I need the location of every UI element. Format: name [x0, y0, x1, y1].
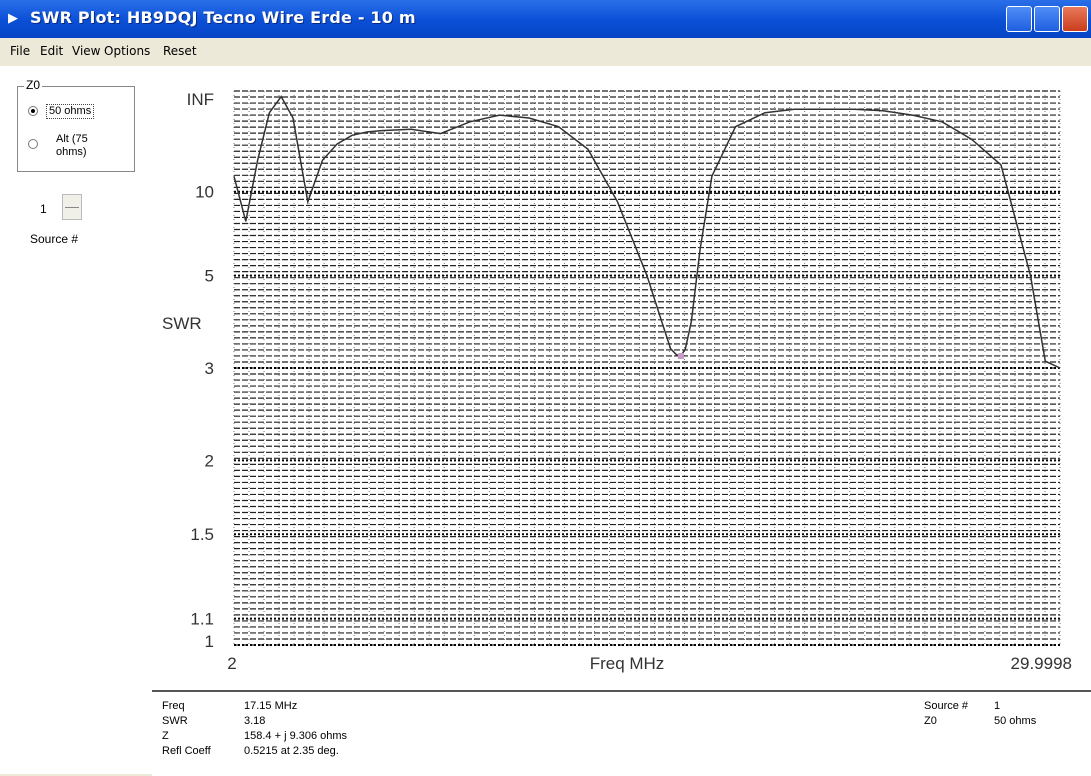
x-tick-label: 2 — [227, 654, 236, 673]
x-axis-label: Freq MHz — [590, 654, 665, 673]
title-bar: ▶ SWR Plot: HB9DQJ Tecno Wire Erde - 10 … — [0, 0, 1091, 38]
readout-panel: Freq 17.15 MHz SWR 3.18 Z 158.4 + j 9.30… — [152, 690, 1091, 776]
y-axis-label: SWR — [162, 314, 202, 333]
z-label: Z — [162, 730, 169, 742]
close-button[interactable] — [1062, 6, 1088, 32]
y-tick-label: 3 — [205, 359, 214, 378]
z0-50-label[interactable]: 50 ohms — [46, 104, 95, 119]
menu-edit[interactable]: Edit — [40, 44, 64, 58]
window-title: SWR Plot: HB9DQJ Tecno Wire Erde - 10 m — [30, 8, 416, 27]
swr-curve — [233, 95, 1061, 369]
y-tick-label: 2 — [205, 451, 214, 470]
z0-readout-value: 50 ohms — [994, 715, 1037, 727]
source-number: 1 — [40, 202, 47, 216]
z0-readout-label: Z0 — [924, 715, 937, 727]
menu-view[interactable]: View — [72, 44, 101, 58]
z0-alt-label[interactable]: Alt (75 ohms) — [56, 133, 88, 158]
z0-legend: Z0 — [24, 78, 43, 92]
refl-label: Refl Coeff — [162, 745, 211, 757]
x-tick-label: 29.9998 — [1011, 654, 1072, 673]
z-value: 158.4 + j 9.306 ohms — [244, 730, 348, 742]
z0-group: 50 ohms Alt (75 ohms) — [17, 86, 135, 172]
y-tick-label: 10 — [195, 183, 214, 202]
app-icon: ▶ — [8, 10, 18, 25]
menu-options[interactable]: Options — [104, 44, 151, 58]
left-panel: 50 ohms Alt (75 ohms) Z0 1 Source # — [0, 66, 153, 774]
y-tick-label: 1.1 — [190, 610, 214, 629]
y-tick-label: 1 — [205, 632, 214, 651]
maximize-button[interactable] — [1034, 6, 1060, 32]
y-tick-label: INF — [187, 90, 214, 109]
menu-file[interactable]: File — [10, 44, 31, 58]
z0-50-radio[interactable] — [28, 106, 38, 116]
menu-reset[interactable]: Reset — [163, 44, 197, 58]
swr-value: 3.18 — [244, 715, 266, 727]
source-spinner[interactable] — [62, 194, 82, 220]
source-label: Source # — [30, 232, 79, 246]
source-readout-label: Source # — [924, 700, 969, 712]
freq-label: Freq — [162, 700, 185, 712]
y-tick-label: 5 — [205, 267, 214, 286]
z0-alt-radio[interactable] — [28, 139, 38, 149]
refl-value: 0.5215 at 2.35 deg. — [244, 745, 339, 757]
swr-label: SWR — [162, 715, 188, 727]
source-readout-value: 1 — [994, 700, 1001, 712]
y-tick-label: 1.5 — [190, 525, 214, 544]
menu-bar: File Edit View Options Reset — [0, 38, 1091, 66]
chart-grid — [233, 90, 1061, 646]
freq-value: 17.15 MHz — [244, 700, 298, 712]
cursor-marker — [677, 353, 684, 360]
plot-area: INF 10 5 3 2 1.5 1.1 1 2 29.9998 SWR Freq MHz — [152, 66, 1091, 690]
minimize-button[interactable] — [1006, 6, 1032, 32]
